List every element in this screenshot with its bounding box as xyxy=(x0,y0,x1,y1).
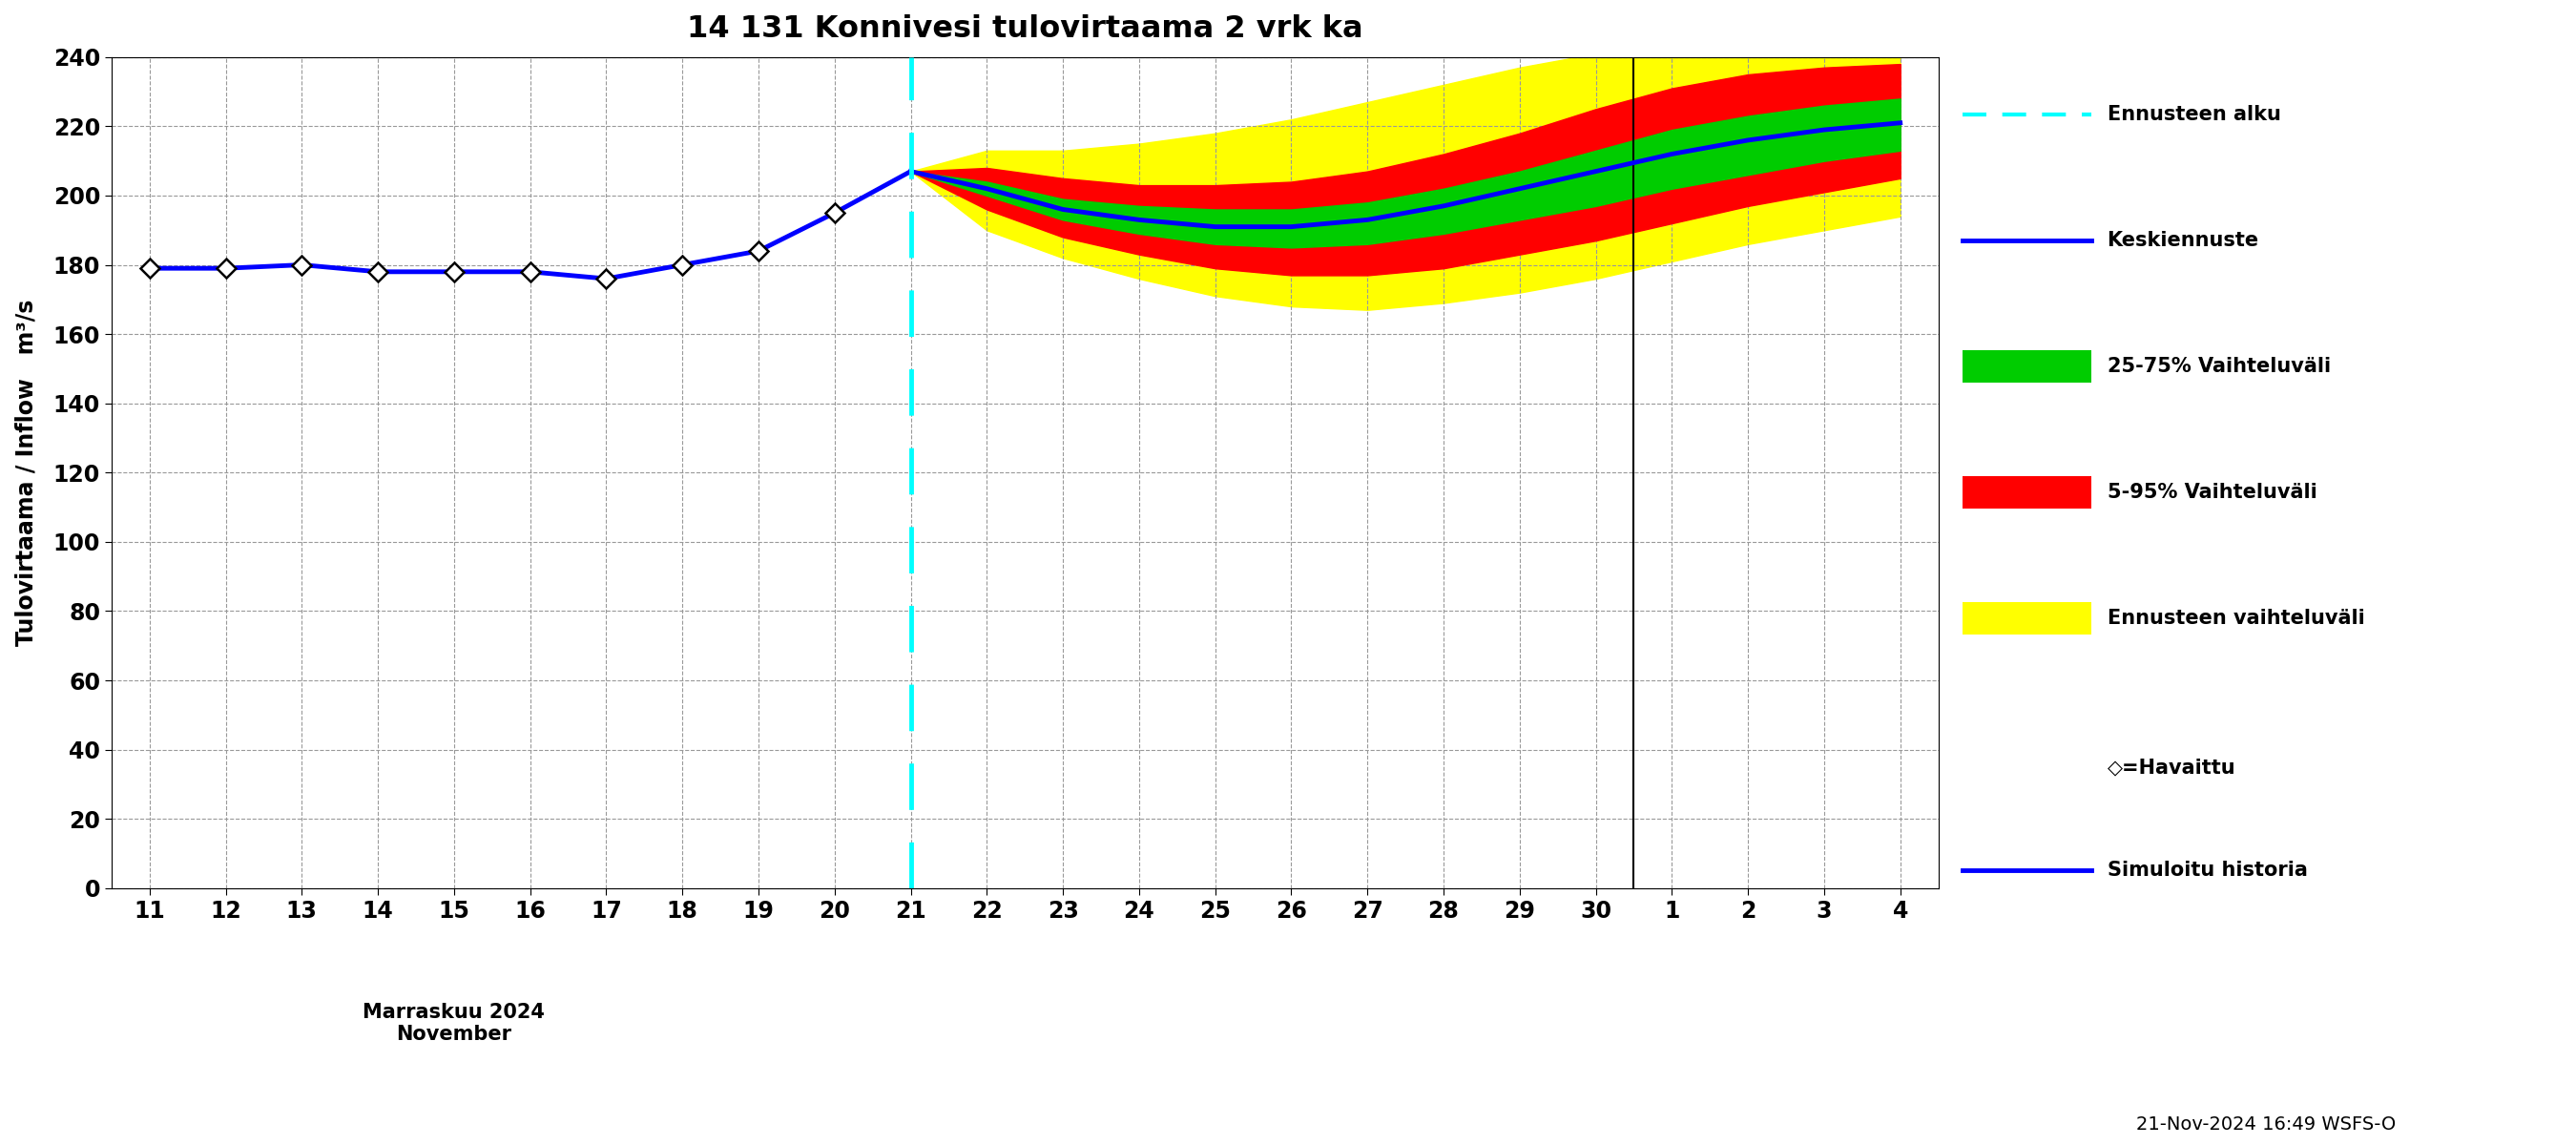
Text: ◇=Havaittu: ◇=Havaittu xyxy=(2107,758,2236,776)
Y-axis label: Tulovirtaama / Inflow   m³/s: Tulovirtaama / Inflow m³/s xyxy=(15,299,36,646)
Text: Keskiennuste: Keskiennuste xyxy=(2107,231,2259,250)
Text: Simuloitu historia: Simuloitu historia xyxy=(2107,861,2308,879)
Text: 21-Nov-2024 16:49 WSFS-O: 21-Nov-2024 16:49 WSFS-O xyxy=(2136,1115,2396,1134)
Text: 25-75% Vaihteluväli: 25-75% Vaihteluväli xyxy=(2107,357,2331,376)
Text: 5-95% Vaihteluväli: 5-95% Vaihteluväli xyxy=(2107,483,2316,502)
Text: Ennusteen vaihteluväli: Ennusteen vaihteluväli xyxy=(2107,609,2365,627)
Title: 14 131 Konnivesi tulovirtaama 2 vrk ka: 14 131 Konnivesi tulovirtaama 2 vrk ka xyxy=(688,14,1363,44)
Text: Marraskuu 2024
November: Marraskuu 2024 November xyxy=(363,1002,546,1043)
Text: Ennusteen alku: Ennusteen alku xyxy=(2107,105,2280,124)
